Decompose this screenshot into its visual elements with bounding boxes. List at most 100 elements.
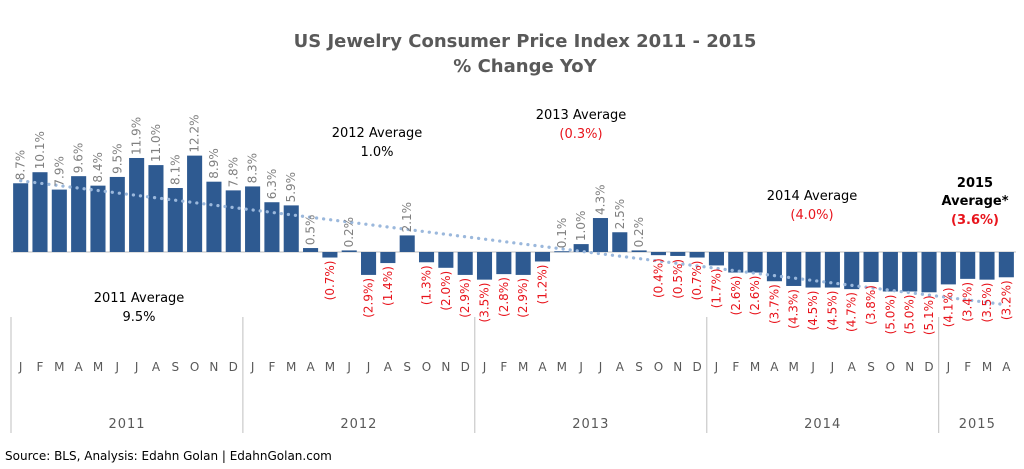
year-label-2014: 2014 xyxy=(804,417,841,432)
bar-3 xyxy=(71,176,87,252)
data-label-42: (4.5%) xyxy=(825,291,839,331)
bars xyxy=(13,155,1014,293)
bar-25 xyxy=(496,252,512,275)
bar-15 xyxy=(303,248,319,252)
month-label-6: J xyxy=(134,360,139,374)
month-label-24: J xyxy=(482,360,487,374)
data-label-47: (5.1%) xyxy=(922,295,936,335)
data-label-22: (2.0%) xyxy=(439,271,453,311)
data-label-12: 8.3% xyxy=(246,153,260,184)
month-label-25: F xyxy=(500,360,507,374)
month-label-37: F xyxy=(732,360,739,374)
bar-2 xyxy=(51,189,67,252)
data-label-30: 4.3% xyxy=(594,185,608,216)
data-label-10: 8.9% xyxy=(207,148,221,179)
data-label-15: 0.5% xyxy=(304,215,318,246)
bar-23 xyxy=(457,252,473,275)
data-labels: 8.7% 10.1% 7.9% 9.6% 8.4% 9.5% 11.9% 11.0% 8.1% 1… xyxy=(14,114,1014,335)
bar-30 xyxy=(592,218,609,252)
bar-12 xyxy=(245,186,261,252)
average-value-1: 1.0% xyxy=(360,145,393,160)
data-label-37: (2.6%) xyxy=(729,276,743,316)
bar-47 xyxy=(921,252,937,293)
month-label-35: D xyxy=(692,360,701,374)
bar-45 xyxy=(882,252,898,292)
annotations: 2011 Average 9.5% 2012 Average 1.0% 2013 Ave… xyxy=(94,108,1009,325)
data-label-31: 2.5% xyxy=(613,199,627,230)
month-label-31: A xyxy=(616,360,625,374)
average-value-2: (0.3%) xyxy=(559,127,602,142)
average-title-2: 2013 Average xyxy=(536,108,627,123)
data-label-26: (2.9%) xyxy=(516,278,530,318)
month-label-19: A xyxy=(384,360,393,374)
data-label-16: (0.7%) xyxy=(323,261,337,301)
bar-37 xyxy=(728,252,744,273)
month-label-49: F xyxy=(964,360,971,374)
month-label-1: F xyxy=(37,360,44,374)
data-label-49: (3.4%) xyxy=(961,282,975,322)
month-label-11: D xyxy=(229,360,238,374)
data-label-46: (5.0%) xyxy=(903,295,917,335)
bar-46 xyxy=(902,252,918,292)
year-label-2011: 2011 xyxy=(108,417,145,432)
bar-1 xyxy=(32,172,48,252)
data-label-43: (4.7%) xyxy=(845,292,859,332)
month-label-14: M xyxy=(286,360,296,374)
bar-36 xyxy=(708,252,724,266)
month-label-17: J xyxy=(346,360,351,374)
bar-10 xyxy=(206,181,222,252)
month-label-44: S xyxy=(867,360,875,374)
bar-11 xyxy=(225,190,241,252)
data-label-14: 5.9% xyxy=(284,172,298,203)
bar-38 xyxy=(747,252,763,273)
data-label-25: (2.8%) xyxy=(497,277,511,317)
bar-29 xyxy=(573,244,589,252)
data-label-11: 7.8% xyxy=(226,157,240,188)
chart-title: US Jewelry Consumer Price Index 2011 - 2… xyxy=(294,31,757,52)
month-label-18: J xyxy=(366,360,371,374)
data-label-17: 0.2% xyxy=(342,217,356,248)
bar-4 xyxy=(90,185,106,252)
bar-43 xyxy=(844,252,860,290)
data-label-18: (2.9%) xyxy=(362,278,376,318)
month-label-12: J xyxy=(250,360,255,374)
month-label-39: A xyxy=(770,360,779,374)
year-label-2012: 2012 xyxy=(340,417,377,432)
month-label-40: M xyxy=(789,360,799,374)
month-label-28: M xyxy=(557,360,567,374)
month-label-50: M xyxy=(982,360,992,374)
month-label-29: J xyxy=(578,360,583,374)
bar-27 xyxy=(534,252,551,262)
month-label-16: M xyxy=(325,360,335,374)
month-label-34: N xyxy=(673,360,682,374)
year-label-2013: 2013 xyxy=(572,417,609,432)
bar-31 xyxy=(612,232,628,252)
month-label-15: A xyxy=(306,360,315,374)
bar-19 xyxy=(380,252,396,264)
bar-20 xyxy=(399,235,415,252)
month-label-7: A xyxy=(152,360,161,374)
month-label-22: N xyxy=(441,360,450,374)
bar-14 xyxy=(283,205,299,252)
bar-17 xyxy=(341,250,357,252)
month-label-41: J xyxy=(810,360,815,374)
data-label-0: 8.7% xyxy=(14,150,28,181)
bar-41 xyxy=(805,252,821,288)
trendline xyxy=(19,179,1008,307)
data-label-6: 11.9% xyxy=(130,117,144,155)
bar-6 xyxy=(129,157,145,252)
data-label-9: 12.2% xyxy=(188,114,202,152)
month-label-5: J xyxy=(115,360,120,374)
bar-24 xyxy=(476,252,493,280)
bar-9 xyxy=(187,155,203,252)
data-label-38: (2.6%) xyxy=(748,276,762,316)
month-label-23: D xyxy=(461,360,470,374)
data-label-35: (0.7%) xyxy=(690,261,704,301)
data-label-50: (3.5%) xyxy=(980,283,994,323)
bar-21 xyxy=(418,252,435,263)
data-label-28: 0.1% xyxy=(555,218,569,249)
data-label-34: (0.5%) xyxy=(671,259,685,299)
trend-line xyxy=(19,179,1008,307)
month-label-3: A xyxy=(74,360,83,374)
